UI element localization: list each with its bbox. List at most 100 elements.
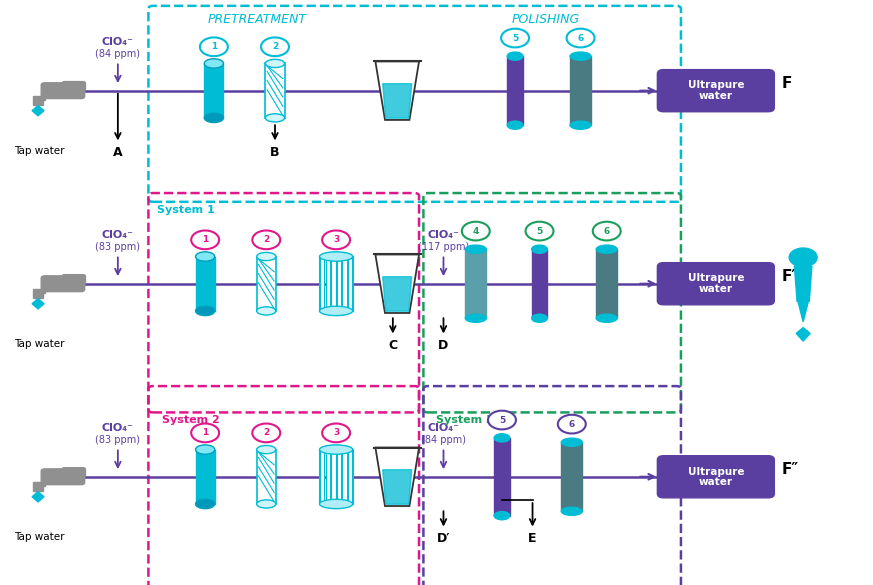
Polygon shape xyxy=(331,256,335,311)
Polygon shape xyxy=(561,442,582,511)
Polygon shape xyxy=(494,438,510,516)
Polygon shape xyxy=(570,56,591,125)
Circle shape xyxy=(501,29,529,47)
Text: water: water xyxy=(699,91,732,101)
Ellipse shape xyxy=(789,248,817,267)
FancyBboxPatch shape xyxy=(657,263,774,305)
Ellipse shape xyxy=(532,314,547,322)
Circle shape xyxy=(322,230,350,249)
Circle shape xyxy=(488,411,516,429)
Polygon shape xyxy=(257,450,276,504)
Polygon shape xyxy=(33,289,45,298)
Text: water: water xyxy=(699,477,732,487)
Text: 1: 1 xyxy=(202,428,209,438)
Ellipse shape xyxy=(257,500,276,508)
Polygon shape xyxy=(465,249,486,318)
FancyBboxPatch shape xyxy=(62,467,86,477)
Text: F: F xyxy=(781,75,792,91)
Ellipse shape xyxy=(532,245,547,253)
Ellipse shape xyxy=(570,121,591,129)
Text: Tap water: Tap water xyxy=(14,146,65,156)
Text: 3: 3 xyxy=(333,235,340,245)
Polygon shape xyxy=(196,256,215,311)
Polygon shape xyxy=(794,266,812,301)
Text: F″: F″ xyxy=(781,462,799,477)
Circle shape xyxy=(252,230,280,249)
FancyBboxPatch shape xyxy=(657,456,774,498)
Ellipse shape xyxy=(196,252,215,261)
Text: ClO₄⁻: ClO₄⁻ xyxy=(102,37,134,47)
Polygon shape xyxy=(337,450,341,504)
Ellipse shape xyxy=(465,245,486,253)
Text: Ultrapure: Ultrapure xyxy=(688,466,744,477)
Text: 3: 3 xyxy=(333,428,340,438)
Text: 5: 5 xyxy=(498,415,505,425)
Ellipse shape xyxy=(561,507,582,515)
Polygon shape xyxy=(265,63,285,118)
Text: ClO₄⁻: ClO₄⁻ xyxy=(428,423,459,433)
Polygon shape xyxy=(204,63,223,118)
Circle shape xyxy=(200,37,228,56)
Ellipse shape xyxy=(320,307,353,316)
Circle shape xyxy=(191,424,219,442)
FancyBboxPatch shape xyxy=(62,81,86,91)
Circle shape xyxy=(252,424,280,442)
Text: (117 ppm): (117 ppm) xyxy=(418,242,469,252)
FancyBboxPatch shape xyxy=(62,274,86,284)
Polygon shape xyxy=(33,96,45,105)
Ellipse shape xyxy=(265,113,285,122)
Ellipse shape xyxy=(320,499,353,508)
Polygon shape xyxy=(507,56,523,125)
Polygon shape xyxy=(382,277,412,311)
Text: 6: 6 xyxy=(603,226,610,236)
Ellipse shape xyxy=(196,499,215,508)
Text: A: A xyxy=(113,146,123,159)
Text: 6: 6 xyxy=(577,33,584,43)
Polygon shape xyxy=(331,450,335,504)
Text: 2: 2 xyxy=(263,235,270,245)
Text: ClO₄⁻: ClO₄⁻ xyxy=(102,423,134,433)
Ellipse shape xyxy=(494,434,510,442)
Polygon shape xyxy=(796,328,810,341)
Polygon shape xyxy=(342,450,347,504)
Text: E: E xyxy=(528,532,537,545)
Ellipse shape xyxy=(257,307,276,315)
Ellipse shape xyxy=(196,307,215,316)
Circle shape xyxy=(462,222,490,240)
Polygon shape xyxy=(347,450,352,504)
Circle shape xyxy=(593,222,621,240)
Text: water: water xyxy=(699,284,732,294)
Circle shape xyxy=(526,222,553,240)
FancyBboxPatch shape xyxy=(41,469,85,484)
Ellipse shape xyxy=(265,59,285,68)
Polygon shape xyxy=(375,448,419,506)
Ellipse shape xyxy=(320,252,353,261)
Polygon shape xyxy=(596,249,617,318)
Text: (83 ppm): (83 ppm) xyxy=(95,435,141,445)
FancyBboxPatch shape xyxy=(41,82,85,98)
Ellipse shape xyxy=(596,314,617,322)
Text: System 2: System 2 xyxy=(162,415,219,425)
Ellipse shape xyxy=(507,121,523,129)
Polygon shape xyxy=(32,491,44,502)
Text: System 3: System 3 xyxy=(436,415,494,425)
Polygon shape xyxy=(347,256,352,311)
Text: POLISHING: POLISHING xyxy=(512,13,580,26)
Polygon shape xyxy=(375,61,419,120)
Polygon shape xyxy=(342,256,347,311)
Ellipse shape xyxy=(257,252,276,261)
Text: F′: F′ xyxy=(781,269,795,284)
Text: B: B xyxy=(271,146,279,159)
Ellipse shape xyxy=(494,511,510,519)
Text: 6: 6 xyxy=(568,419,575,429)
Ellipse shape xyxy=(204,59,223,68)
Ellipse shape xyxy=(507,52,523,60)
Circle shape xyxy=(567,29,595,47)
Text: 1: 1 xyxy=(210,42,217,51)
Polygon shape xyxy=(196,450,215,504)
Circle shape xyxy=(261,37,289,56)
Polygon shape xyxy=(32,298,44,309)
Polygon shape xyxy=(320,256,325,311)
Ellipse shape xyxy=(320,445,353,455)
Polygon shape xyxy=(375,254,419,313)
